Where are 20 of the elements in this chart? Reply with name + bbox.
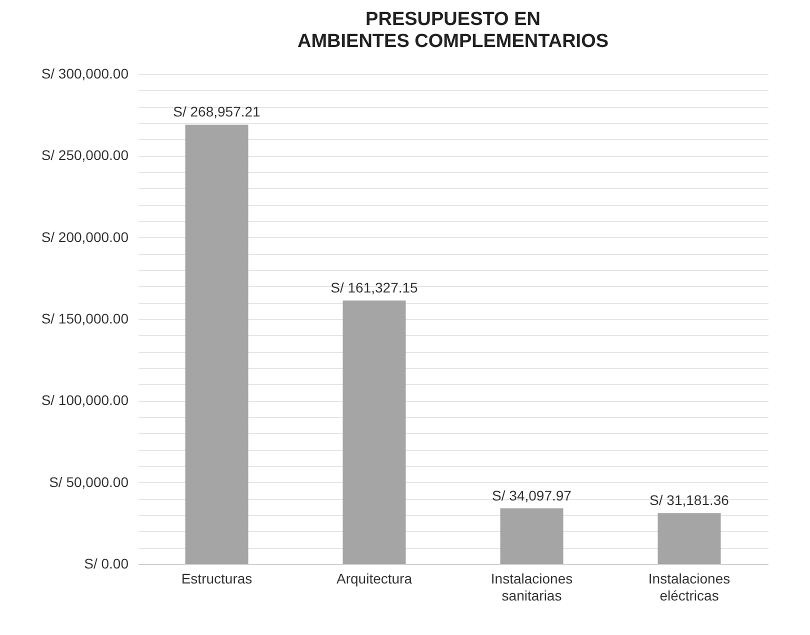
y-tick-label: S/ 150,000.00 [41, 310, 129, 326]
data-label: S/ 31,181.36 [650, 492, 730, 508]
y-tick-label: S/ 300,000.00 [41, 66, 129, 82]
y-tick-label: S/ 200,000.00 [41, 228, 129, 245]
y-tick-label: S/ 250,000.00 [41, 147, 129, 164]
data-label: S/ 161,327.15 [330, 280, 418, 296]
bar [185, 124, 248, 564]
data-label: S/ 34,097.97 [492, 487, 572, 504]
x-tick-label: Instalaciones sanitarias [490, 570, 573, 604]
bar [500, 508, 564, 564]
x-tick-label: Estructuras [181, 570, 252, 586]
bar [658, 513, 721, 564]
data-label: S/ 268,957.21 [173, 104, 261, 120]
y-tick-label: S/ 50,000.00 [49, 474, 129, 490]
chart-title: PRESUPUESTO EN AMBIENTES COMPLEMENTARIOS [297, 9, 609, 52]
y-tick-label: S/ 0.00 [84, 556, 129, 572]
bar [342, 300, 406, 564]
x-tick-label: Instalaciones eléctricas [648, 570, 730, 604]
x-tick-label: Arquitectura [336, 570, 412, 586]
y-tick-label: S/ 100,000.00 [41, 392, 129, 408]
